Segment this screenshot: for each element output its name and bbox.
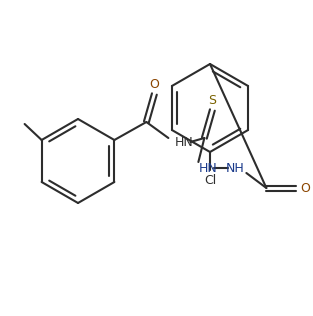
Text: S: S <box>208 94 216 107</box>
Text: HN: HN <box>174 136 193 149</box>
Text: O: O <box>300 181 310 195</box>
Text: O: O <box>149 78 159 92</box>
Text: Cl: Cl <box>204 173 216 186</box>
Text: HN: HN <box>198 161 217 174</box>
Text: NH: NH <box>226 161 244 174</box>
